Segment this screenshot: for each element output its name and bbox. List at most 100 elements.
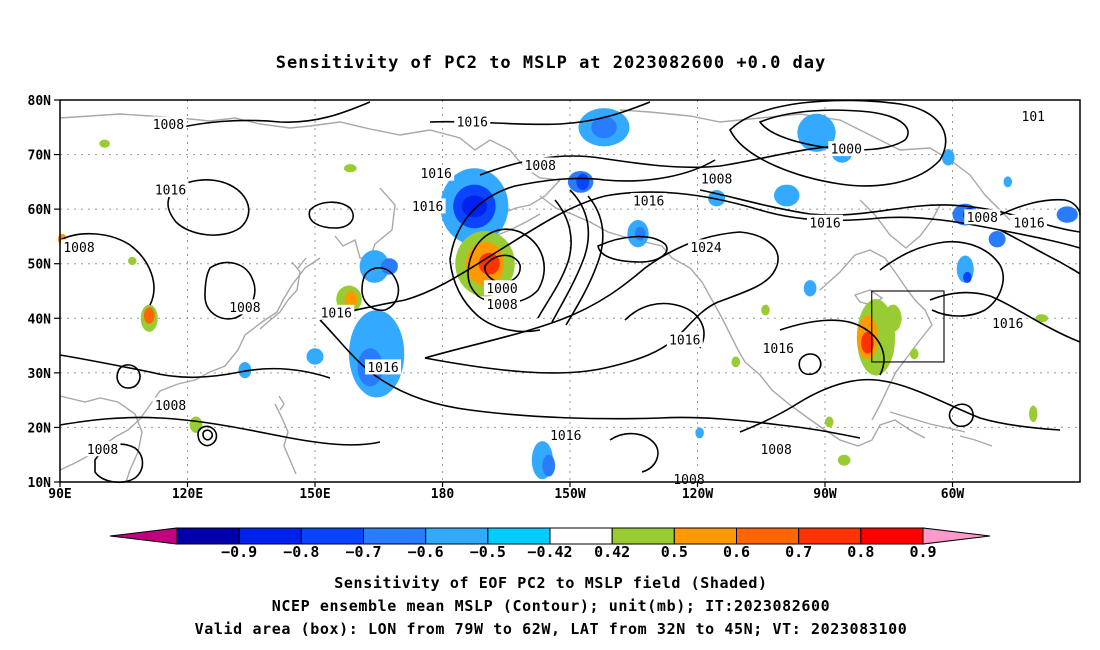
- lon-label: 180: [431, 487, 455, 502]
- lat-label: 30N: [28, 367, 52, 382]
- shaded-blob: [1003, 176, 1012, 188]
- shaded-blob: [988, 230, 1006, 248]
- longitude-labels: 90E 120E 150E 180 150W 120W 90W 60W: [48, 482, 964, 502]
- coast-indochina: [59, 395, 143, 483]
- contour-label: 1016: [412, 200, 443, 215]
- contour-label: 1016: [992, 317, 1023, 332]
- contour-label-bg: [828, 141, 865, 157]
- shaded-blob: [731, 356, 740, 368]
- lat-label: 40N: [28, 312, 52, 327]
- colorbar-label: −0.6: [408, 543, 444, 561]
- coast-japan: [259, 257, 307, 330]
- coast-north-america: [619, 109, 1011, 447]
- contour-label-bg: [84, 441, 121, 457]
- contour-label: 1016: [420, 167, 451, 182]
- colorbar-swatch: [611, 527, 675, 545]
- lat-label: 70N: [28, 149, 52, 164]
- lat-label: 50N: [28, 258, 52, 273]
- colorbar-swatch: [549, 527, 613, 545]
- contour-1016-southeast: [779, 291, 1081, 376]
- contour-label: 1008: [63, 241, 94, 256]
- contour-label: 1016: [155, 184, 186, 199]
- contour-ring-atlantic: [948, 403, 974, 428]
- contour-label: 101: [1022, 110, 1045, 125]
- contour-label: 1008: [87, 443, 118, 458]
- contour-label-bg: [365, 359, 401, 375]
- contour-1016-pacific-high: [424, 231, 779, 374]
- lon-label: 120E: [172, 487, 203, 502]
- lat-label: 60N: [28, 203, 52, 218]
- colorbar: −0.9 −0.8 −0.7 −0.6 −0.5 −0.42 0.42 0.5 0.6 0.7 0.…: [109, 527, 991, 561]
- contour-label: 1008: [967, 211, 998, 226]
- contour-1008-mexico: [739, 378, 1061, 433]
- contour-1024: [597, 235, 668, 263]
- contour-label: 1016: [457, 115, 488, 130]
- lat-label: 20N: [28, 421, 52, 436]
- shaded-blob: [803, 280, 817, 297]
- contour-1016-kamchatka: [361, 267, 400, 312]
- contour-label-bg: [1011, 214, 1047, 230]
- contour-label-bg: [522, 157, 559, 173]
- shaded-blob: [861, 331, 874, 354]
- contour-isobar-b: [551, 189, 590, 323]
- contour-label-bg: [760, 340, 797, 356]
- contour-isobar-a: [537, 199, 572, 319]
- contour-label-bg: [666, 332, 703, 348]
- colorbar-swatch: [363, 527, 427, 545]
- contour-label-bg: [454, 113, 491, 129]
- colorbar-label: −0.7: [345, 543, 381, 561]
- contour-1016-siberia: [167, 179, 250, 236]
- contour-label: 1016: [763, 342, 794, 357]
- coast-hudson-bay: [859, 199, 941, 249]
- contour-1008-asia: [59, 232, 256, 320]
- map-title: Sensitivity of PC2 to MSLP at 2023082600…: [276, 53, 827, 73]
- contour-label: 1016: [367, 361, 398, 376]
- contour-label-bg: [964, 209, 1001, 225]
- contour-1016-atlantic: [999, 198, 1081, 275]
- contour-label: 1016: [321, 306, 352, 321]
- contour-label-bg: [409, 198, 446, 214]
- contour-1008-arctic: [729, 99, 947, 187]
- colorbar-label: −0.5: [470, 543, 506, 561]
- colorbar-label: 0.5: [661, 543, 688, 561]
- lon-label: 60W: [941, 487, 965, 502]
- colorbar-label: 0.42: [594, 543, 630, 561]
- contour-label: 1016: [550, 429, 581, 444]
- colorbar-swatch: [425, 527, 489, 545]
- contour-label: 1008: [153, 118, 184, 133]
- contour-1016-alaska: [449, 159, 716, 333]
- shaded-blob: [634, 226, 646, 241]
- footer-line-2: NCEP ensemble mean MSLP (Contour); unit(…: [272, 597, 831, 615]
- shaded-blob: [343, 164, 357, 173]
- contour-1000-low: [484, 254, 521, 284]
- shaded-blob: [344, 291, 358, 308]
- colorbar-label: −0.9: [221, 543, 257, 561]
- colorbar-swatch: [860, 527, 924, 545]
- contour-1008-asia-south: [59, 354, 381, 446]
- shaded-blob: [1056, 206, 1078, 223]
- colorbar-label: 0.9: [909, 543, 936, 561]
- contour-label: 1016: [633, 194, 664, 209]
- contour-1008-canada: [879, 240, 1004, 317]
- contour-label: 1008: [760, 443, 791, 458]
- contour-typhoon-ring-outer: [197, 425, 218, 447]
- contour-label-bg: [150, 116, 187, 132]
- colorbar-swatch: [176, 527, 240, 545]
- shaded-blob: [189, 416, 203, 433]
- shaded-blob: [825, 416, 834, 428]
- footer-line-3: Valid area (box): LON from 79W to 62W, L…: [195, 620, 908, 638]
- contour-siberia-low: [308, 201, 354, 229]
- colorbar-label: −0.8: [283, 543, 319, 561]
- shaded-blob: [884, 304, 902, 332]
- contour-label-bg: [152, 182, 189, 198]
- shaded-blob: [910, 348, 919, 360]
- contour-label-bg: [484, 296, 520, 312]
- shaded-blob: [941, 149, 955, 166]
- shaded-blob: [576, 173, 590, 191]
- contour-label: 1008: [486, 298, 517, 313]
- contour-1016-central-pac: [624, 302, 705, 349]
- coast-philippines: [274, 403, 297, 475]
- lon-label: 90E: [48, 487, 71, 502]
- contour-label-bg: [226, 299, 263, 315]
